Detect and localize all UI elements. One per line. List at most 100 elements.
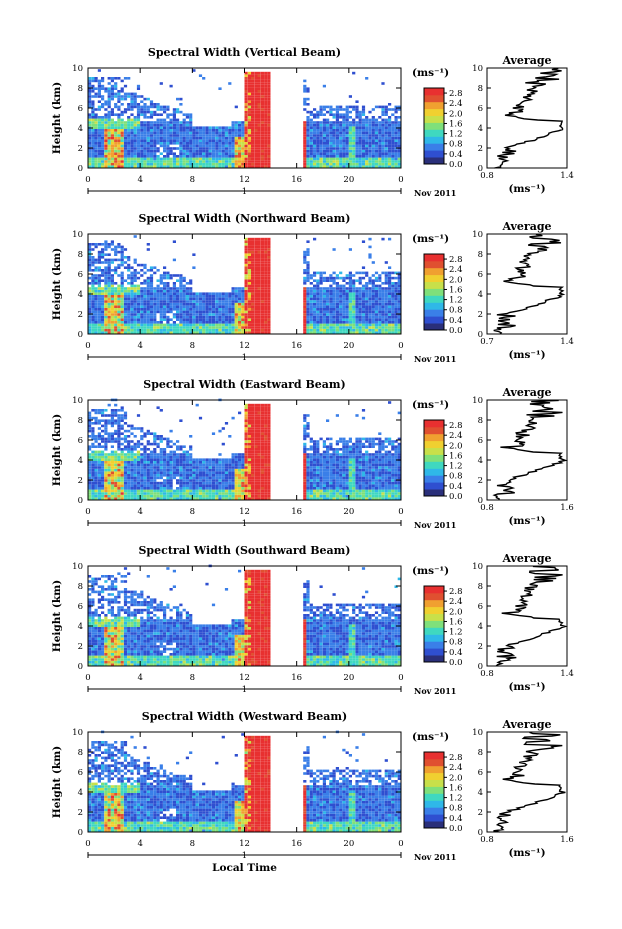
heatmap-cell (136, 450, 141, 454)
heatmap-cell (352, 300, 356, 303)
heatmap-cell (224, 300, 229, 303)
heatmap-cell (172, 497, 176, 500)
heatmap-cell (319, 136, 323, 140)
heatmap-cell (260, 77, 264, 80)
heatmap-cell (244, 108, 248, 111)
heatmap-cell (110, 131, 114, 135)
heatmap-cell (205, 134, 209, 137)
heatmap-cell (176, 162, 180, 166)
heatmap-cell (97, 409, 101, 412)
heatmap-cell (120, 134, 124, 137)
heatmap-cell (247, 97, 251, 101)
heatmap-cell (247, 308, 251, 311)
heatmap-cell (335, 129, 339, 132)
heatmap-cell (374, 297, 379, 301)
heatmap-cell (247, 326, 251, 329)
heatmap-cell (136, 110, 141, 114)
heatmap-cell (172, 305, 176, 308)
heatmap-cell (159, 287, 163, 290)
heatmap-cell (133, 445, 137, 448)
heatmap-cell (313, 305, 317, 308)
heatmap-cell (163, 149, 167, 153)
heatmap-cell (260, 71, 264, 75)
heatmap-cell (352, 323, 356, 327)
heatmap-cell (94, 331, 98, 334)
heatmap-cell (257, 263, 261, 267)
heatmap-cell (104, 136, 108, 140)
heatmap-cell (104, 471, 108, 474)
heatmap-cell (176, 323, 180, 327)
heatmap-cell (114, 253, 118, 256)
heatmap-cell (306, 331, 310, 334)
heatmap-cell (313, 313, 317, 316)
heatmap-cell (355, 149, 359, 153)
heatmap-cell (133, 295, 137, 298)
heatmap-cell (166, 165, 170, 168)
heatmap-cell (185, 318, 189, 321)
heatmap-cell (361, 147, 366, 150)
heatmap-cell (176, 292, 180, 295)
heatmap-cell (335, 157, 339, 161)
heatmap-cell (322, 108, 326, 111)
heatmap-cell (208, 315, 212, 319)
heatmap-cell (208, 160, 212, 163)
heatmap-cell (192, 292, 196, 295)
average-x-tick-label: 1.4 (560, 171, 574, 181)
heatmap-cell (267, 131, 271, 135)
heatmap-cell (91, 134, 95, 137)
heatmap-cell (97, 139, 101, 142)
heatmap-cell (355, 315, 359, 319)
heatmap-cell (127, 77, 131, 80)
heatmap-cell (182, 323, 186, 327)
heatmap-cell (260, 95, 264, 98)
heatmap-cell (136, 302, 141, 306)
heatmap-cell (205, 315, 209, 319)
heatmap-cell (185, 155, 189, 158)
heatmap-cell (163, 497, 167, 500)
colorbar-tick-label: 0.4 (449, 150, 463, 160)
heatmap-cell (313, 323, 317, 327)
heatmap-cell (309, 157, 313, 161)
heatmap-cell (264, 240, 268, 243)
heatmap-cell (303, 87, 307, 90)
heatmap-cell (159, 300, 163, 303)
heatmap-cell (179, 282, 183, 285)
heatmap-cell (228, 305, 232, 308)
heatmap-cell (133, 276, 137, 280)
heatmap-cell (110, 95, 114, 98)
heatmap-cell (319, 165, 323, 168)
heatmap-cell (104, 162, 108, 166)
heatmap-cell (381, 118, 385, 122)
heatmap-cell (348, 139, 352, 142)
heatmap-cell (198, 328, 203, 332)
heatmap-cell (260, 245, 264, 249)
heatmap-cell (88, 250, 92, 254)
heatmap-cell (195, 165, 199, 168)
heatmap-cell (365, 129, 369, 132)
heatmap-cell (329, 300, 333, 303)
heatmap-cell (127, 266, 131, 269)
heatmap-cell (101, 295, 105, 298)
heatmap-cell (247, 287, 251, 290)
heatmap-cell (254, 321, 258, 324)
heatmap-cell (254, 326, 258, 329)
heatmap-cell (143, 315, 147, 319)
heatmap-cell (88, 105, 92, 109)
heatmap-cell (91, 160, 95, 163)
heatmap-cell (136, 287, 141, 290)
heatmap-cell (146, 292, 150, 295)
heatmap-cell (264, 289, 268, 293)
heatmap-cell (94, 245, 98, 249)
heatmap-cell (264, 300, 268, 303)
heatmap-cell (182, 474, 186, 477)
heatmap-cell (251, 79, 255, 83)
x-tick-label: 20 (343, 341, 354, 351)
heatmap-cell (123, 494, 128, 498)
heatmap-cell (208, 165, 212, 168)
heatmap-cell (303, 261, 307, 264)
heatmap-cell (322, 297, 326, 301)
heatmap-cell (303, 302, 307, 306)
heatmap-cell (264, 118, 268, 122)
heatmap-cell (391, 129, 395, 132)
heatmap-cell (211, 134, 216, 137)
